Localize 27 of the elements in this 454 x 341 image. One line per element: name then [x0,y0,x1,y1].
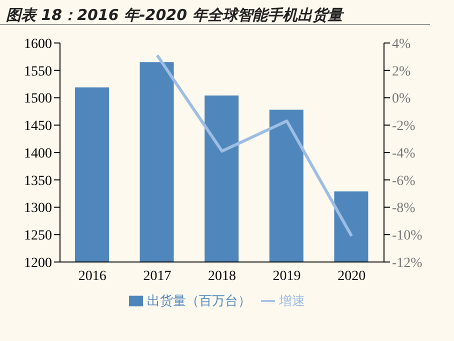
y-tick-label: 1300 [24,201,52,216]
y-tick-label: 1600 [24,36,52,52]
x-tick-label: 2016 [78,268,106,284]
x-tick-label: 2019 [272,268,301,284]
y-tick-label: 1400 [24,146,52,162]
y2-tick-label: -12% [392,256,423,271]
y2-tick-label: -2% [392,119,416,134]
y2-tick-label: 2% [392,64,411,80]
x-tick-label: 2018 [208,268,236,284]
y2-tick-label: -8% [392,201,416,216]
y2-tick-label: 0% [392,92,411,107]
x-tick-label: 2017 [143,268,172,284]
y-tick-label: 1250 [24,228,52,244]
y2-tick-label: -10% [392,228,423,244]
y-tick-label: 1550 [24,64,52,80]
y2-tick-label: -4% [392,146,416,162]
x-tick-label: 2020 [338,268,366,284]
y-tick-label: 1350 [24,174,52,189]
y-tick-label: 1200 [24,256,52,271]
line-series [156,54,354,238]
y2-tick-label: -6% [392,174,416,189]
y2-tick-label: 4% [392,36,411,52]
y-tick-label: 1450 [24,119,52,134]
legend-label: 增速 [279,294,305,309]
y-tick-label: 1500 [24,92,52,107]
legend-label: 出货量（百万台） [147,294,251,309]
chart-title: 图表 18：2016 年-2020 年全球智能手机出货量 [0,0,430,25]
